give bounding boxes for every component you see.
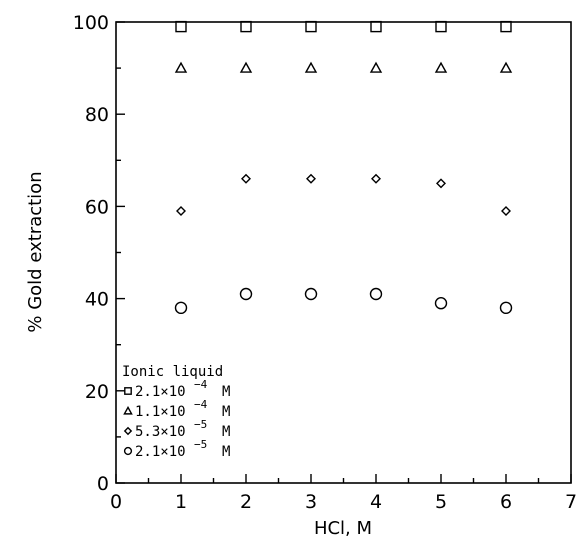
series-square (175, 20, 512, 33)
legend-unit: M (222, 384, 230, 400)
data-point-circle (239, 287, 253, 301)
data-point-diamond (306, 173, 316, 184)
y-tick-label: 40 (85, 289, 109, 311)
x-axis: 0 1 2 3 4 5 6 7 (110, 474, 576, 513)
series-triangle (174, 61, 513, 73)
legend-entry: 1.1×10 −4 M (123, 398, 230, 420)
legend-marker-diamond (123, 426, 133, 436)
x-axis-title: HCl, M (314, 518, 372, 539)
data-point-circle (434, 297, 448, 310)
legend-entry: 5.3×10 −5 M (123, 418, 230, 440)
legend-label: 2.1×10 (135, 444, 186, 460)
legend-label: 1.1×10 (135, 404, 186, 420)
legend-entry: 2.1×10 −4 M (124, 378, 230, 400)
data-point-circle (174, 301, 188, 315)
legend-exponent: −5 (194, 438, 207, 451)
x-tick-label: 3 (305, 491, 317, 513)
legend: Ionic liquid 2.1×10 −4 M 1.1×10 −4 M 5.3×10 −5 M… (122, 364, 230, 460)
legend-unit: M (222, 444, 230, 460)
x-tick-label: 4 (370, 491, 382, 513)
x-tick-label: 5 (435, 491, 447, 513)
data-point-square (435, 20, 447, 33)
x-tick-label: 7 (565, 491, 576, 513)
data-point-triangle (499, 61, 513, 73)
series-diamond (176, 173, 511, 216)
data-point-square (370, 20, 382, 33)
data-point-triangle (174, 61, 188, 73)
legend-exponent: −5 (194, 418, 207, 431)
data-point-circle (499, 301, 513, 315)
data-point-square (240, 20, 252, 33)
data-point-triangle (239, 61, 253, 73)
legend-entry: 2.1×10 −5 M (123, 438, 230, 460)
data-point-triangle (434, 61, 448, 73)
legend-marker-triangle (123, 405, 133, 415)
y-tick-label: 100 (73, 12, 109, 34)
data-point-circle (369, 287, 383, 301)
series-circle (174, 287, 513, 315)
data-point-square (500, 20, 512, 33)
legend-label: 5.3×10 (135, 424, 186, 440)
legend-label: 2.1×10 (135, 384, 186, 400)
legend-unit: M (222, 404, 230, 420)
legend-marker-square (124, 387, 132, 395)
data-point-triangle (304, 61, 318, 73)
x-tick-label: 2 (240, 491, 252, 513)
y-axis-title: % Gold extraction (25, 171, 46, 332)
data-point-triangle (369, 61, 383, 73)
legend-unit: M (222, 424, 230, 440)
data-point-diamond (371, 173, 381, 184)
x-tick-label: 1 (175, 491, 187, 513)
data-point-square (305, 20, 317, 33)
data-point-circle (304, 287, 318, 301)
legend-exponent: −4 (194, 378, 208, 391)
x-tick-label: 0 (110, 491, 122, 513)
y-tick-label: 60 (85, 196, 109, 218)
y-axis: 0 20 40 60 80 100 (73, 12, 125, 495)
legend-exponent: −4 (194, 398, 208, 411)
data-point-square (175, 20, 187, 33)
y-tick-label: 0 (97, 473, 109, 495)
data-point-diamond (436, 178, 446, 189)
data-point-diamond (501, 206, 511, 216)
data-point-diamond (241, 173, 251, 184)
legend-marker-circle (123, 446, 133, 456)
data-point-diamond (176, 206, 186, 216)
legend-title: Ionic liquid (122, 364, 223, 380)
y-tick-label: 20 (85, 381, 109, 403)
x-tick-label: 6 (500, 491, 512, 513)
data-marks (174, 20, 513, 315)
y-tick-label: 80 (85, 104, 109, 126)
